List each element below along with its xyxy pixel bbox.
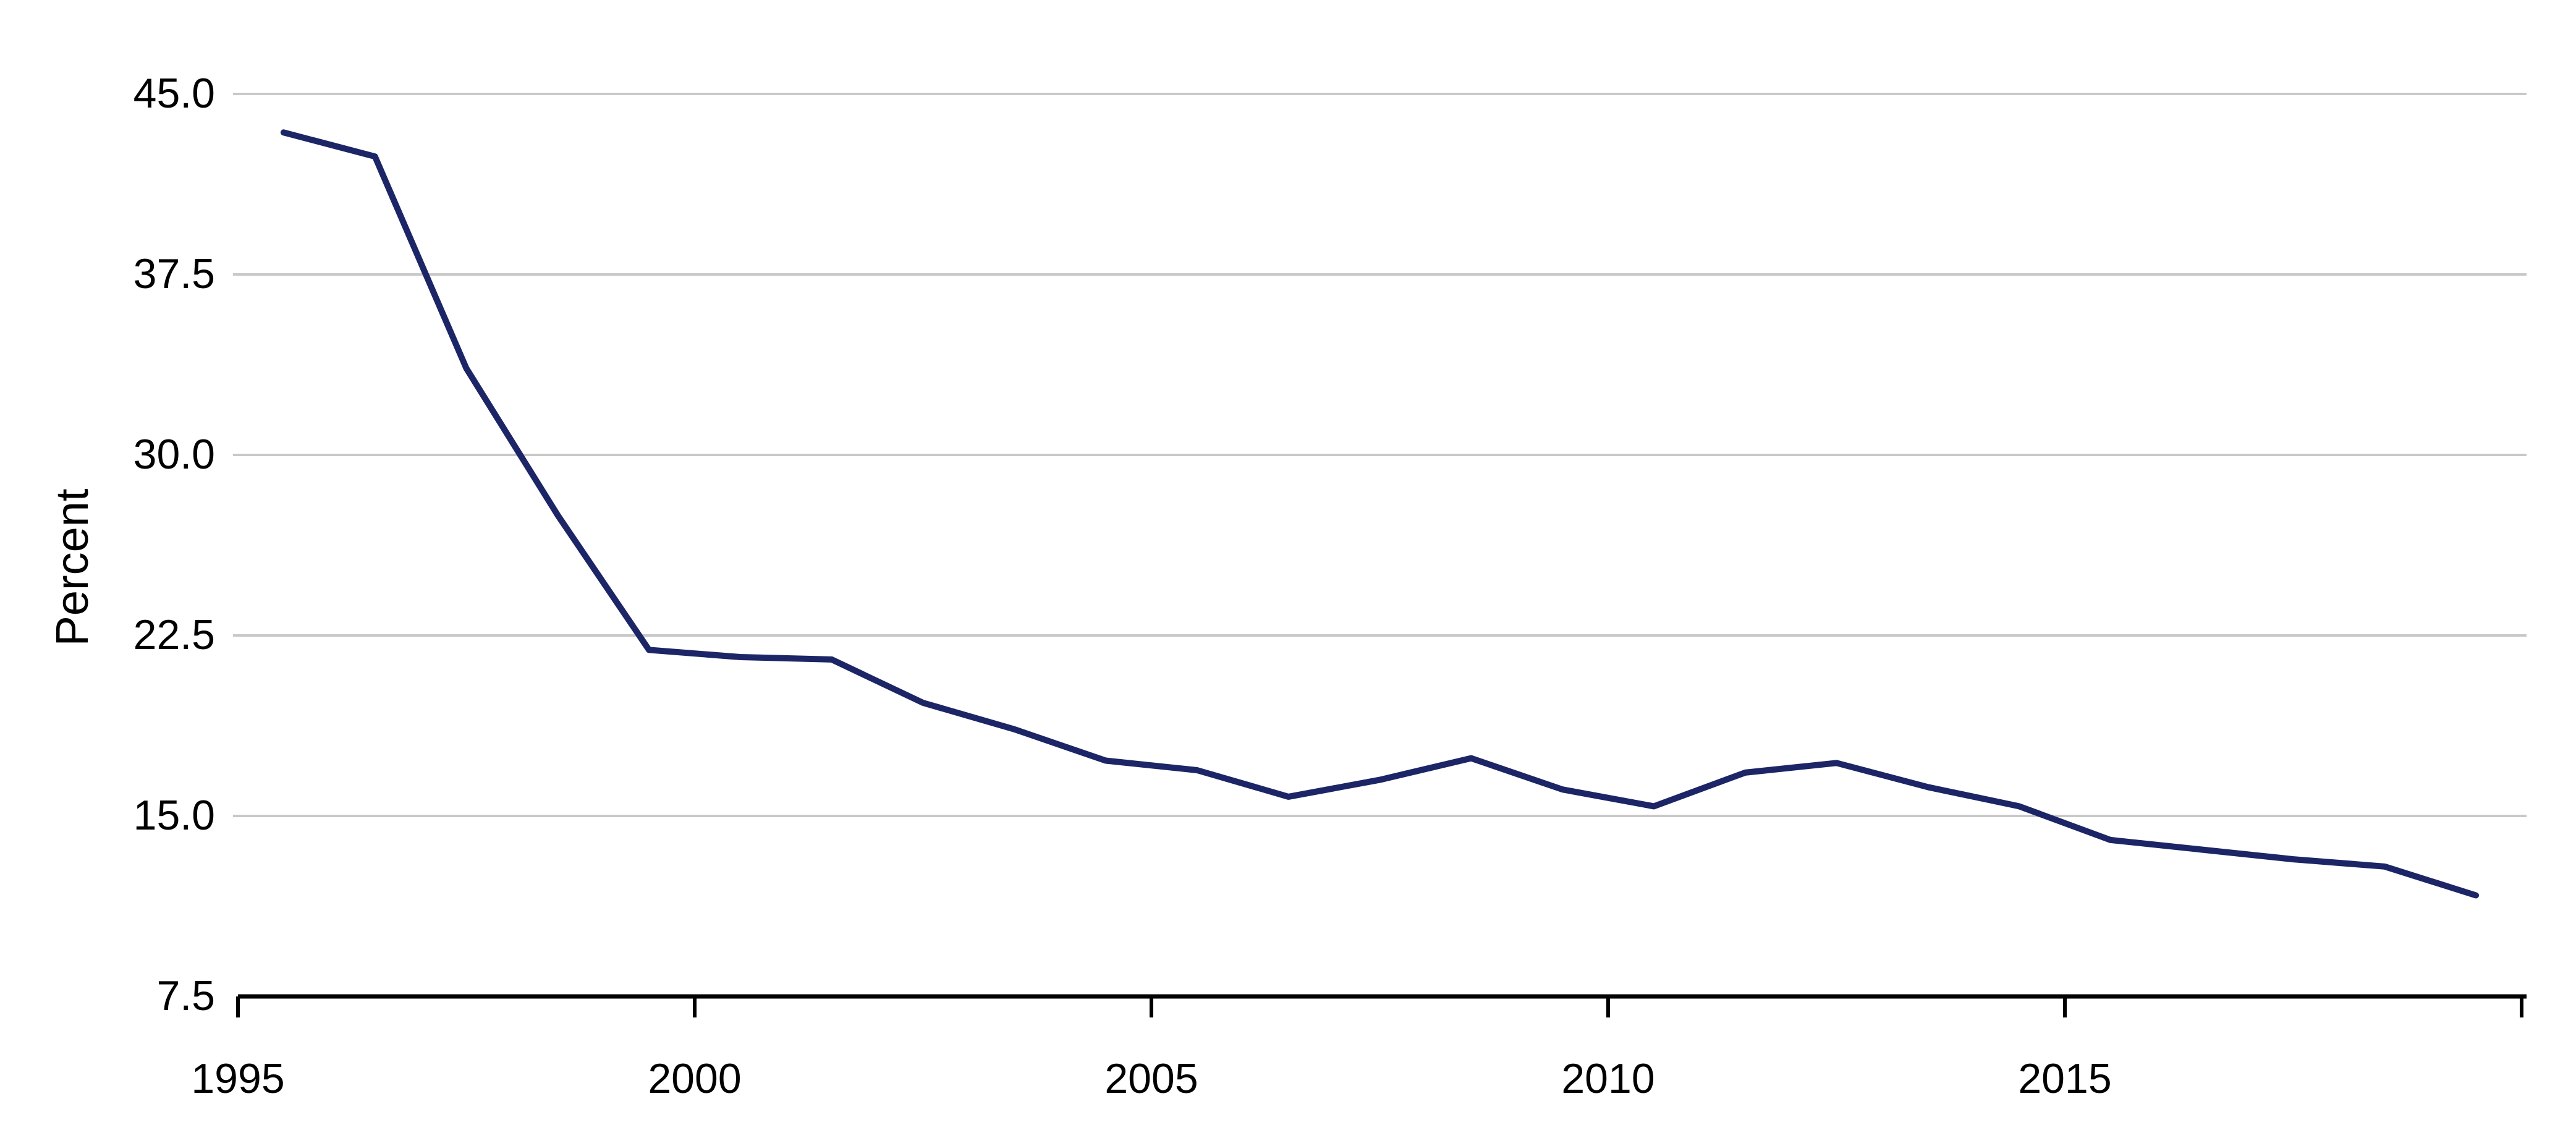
- series-line: [280, 129, 2480, 899]
- x-tick-label: 2000: [648, 1055, 741, 1102]
- y-tick-label: 7.5: [156, 972, 215, 1019]
- y-tick-label: 30.0: [133, 431, 215, 478]
- x-tick-label: 2015: [2018, 1055, 2111, 1102]
- y-tick-label: 45.0: [133, 70, 215, 117]
- y-tick-label: 22.5: [133, 611, 215, 658]
- gridlines: [233, 93, 2527, 817]
- axes: [236, 994, 2527, 1017]
- y-tick-label: 15.0: [133, 792, 215, 839]
- y-tick-label: 37.5: [133, 250, 215, 297]
- tick-labels: 7.5 15.0 22.5 30.0 37.5 45.0 1995 2000 2005 2010 2…: [133, 70, 2112, 1102]
- series-layer: [280, 129, 2480, 899]
- y-axis-label: Percent: [46, 488, 98, 646]
- x-tick-label: 2005: [1104, 1055, 1198, 1102]
- x-tick-label: 1995: [191, 1055, 284, 1102]
- x-tick-label: 2010: [1561, 1055, 1654, 1102]
